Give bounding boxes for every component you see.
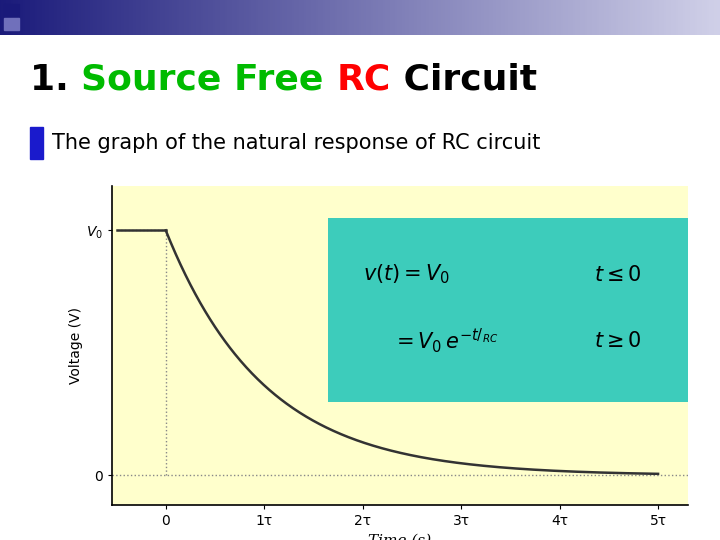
Text: 1.: 1. (30, 63, 81, 97)
Text: $= V_0\, e^{-t/_{RC}}$: $= V_0\, e^{-t/_{RC}}$ (392, 326, 498, 355)
Bar (4, 3, 19, 16)
Text: $t \leq 0$: $t \leq 0$ (594, 265, 642, 285)
Bar (30, 127, 43, 159)
Y-axis label: Voltage (V): Voltage (V) (69, 307, 83, 384)
Text: Source Free: Source Free (81, 63, 336, 97)
Text: Circuit: Circuit (391, 63, 536, 97)
Text: $t \geq 0$: $t \geq 0$ (594, 330, 642, 350)
Text: $v(t) = V_0$: $v(t) = V_0$ (363, 263, 450, 286)
Bar (328, 218, 693, 402)
Bar (4, 17, 19, 30)
Text: The graph of the natural response of RC circuit: The graph of the natural response of RC … (52, 133, 540, 153)
X-axis label: Time (s): Time (s) (368, 534, 431, 540)
Text: RC: RC (336, 63, 391, 97)
